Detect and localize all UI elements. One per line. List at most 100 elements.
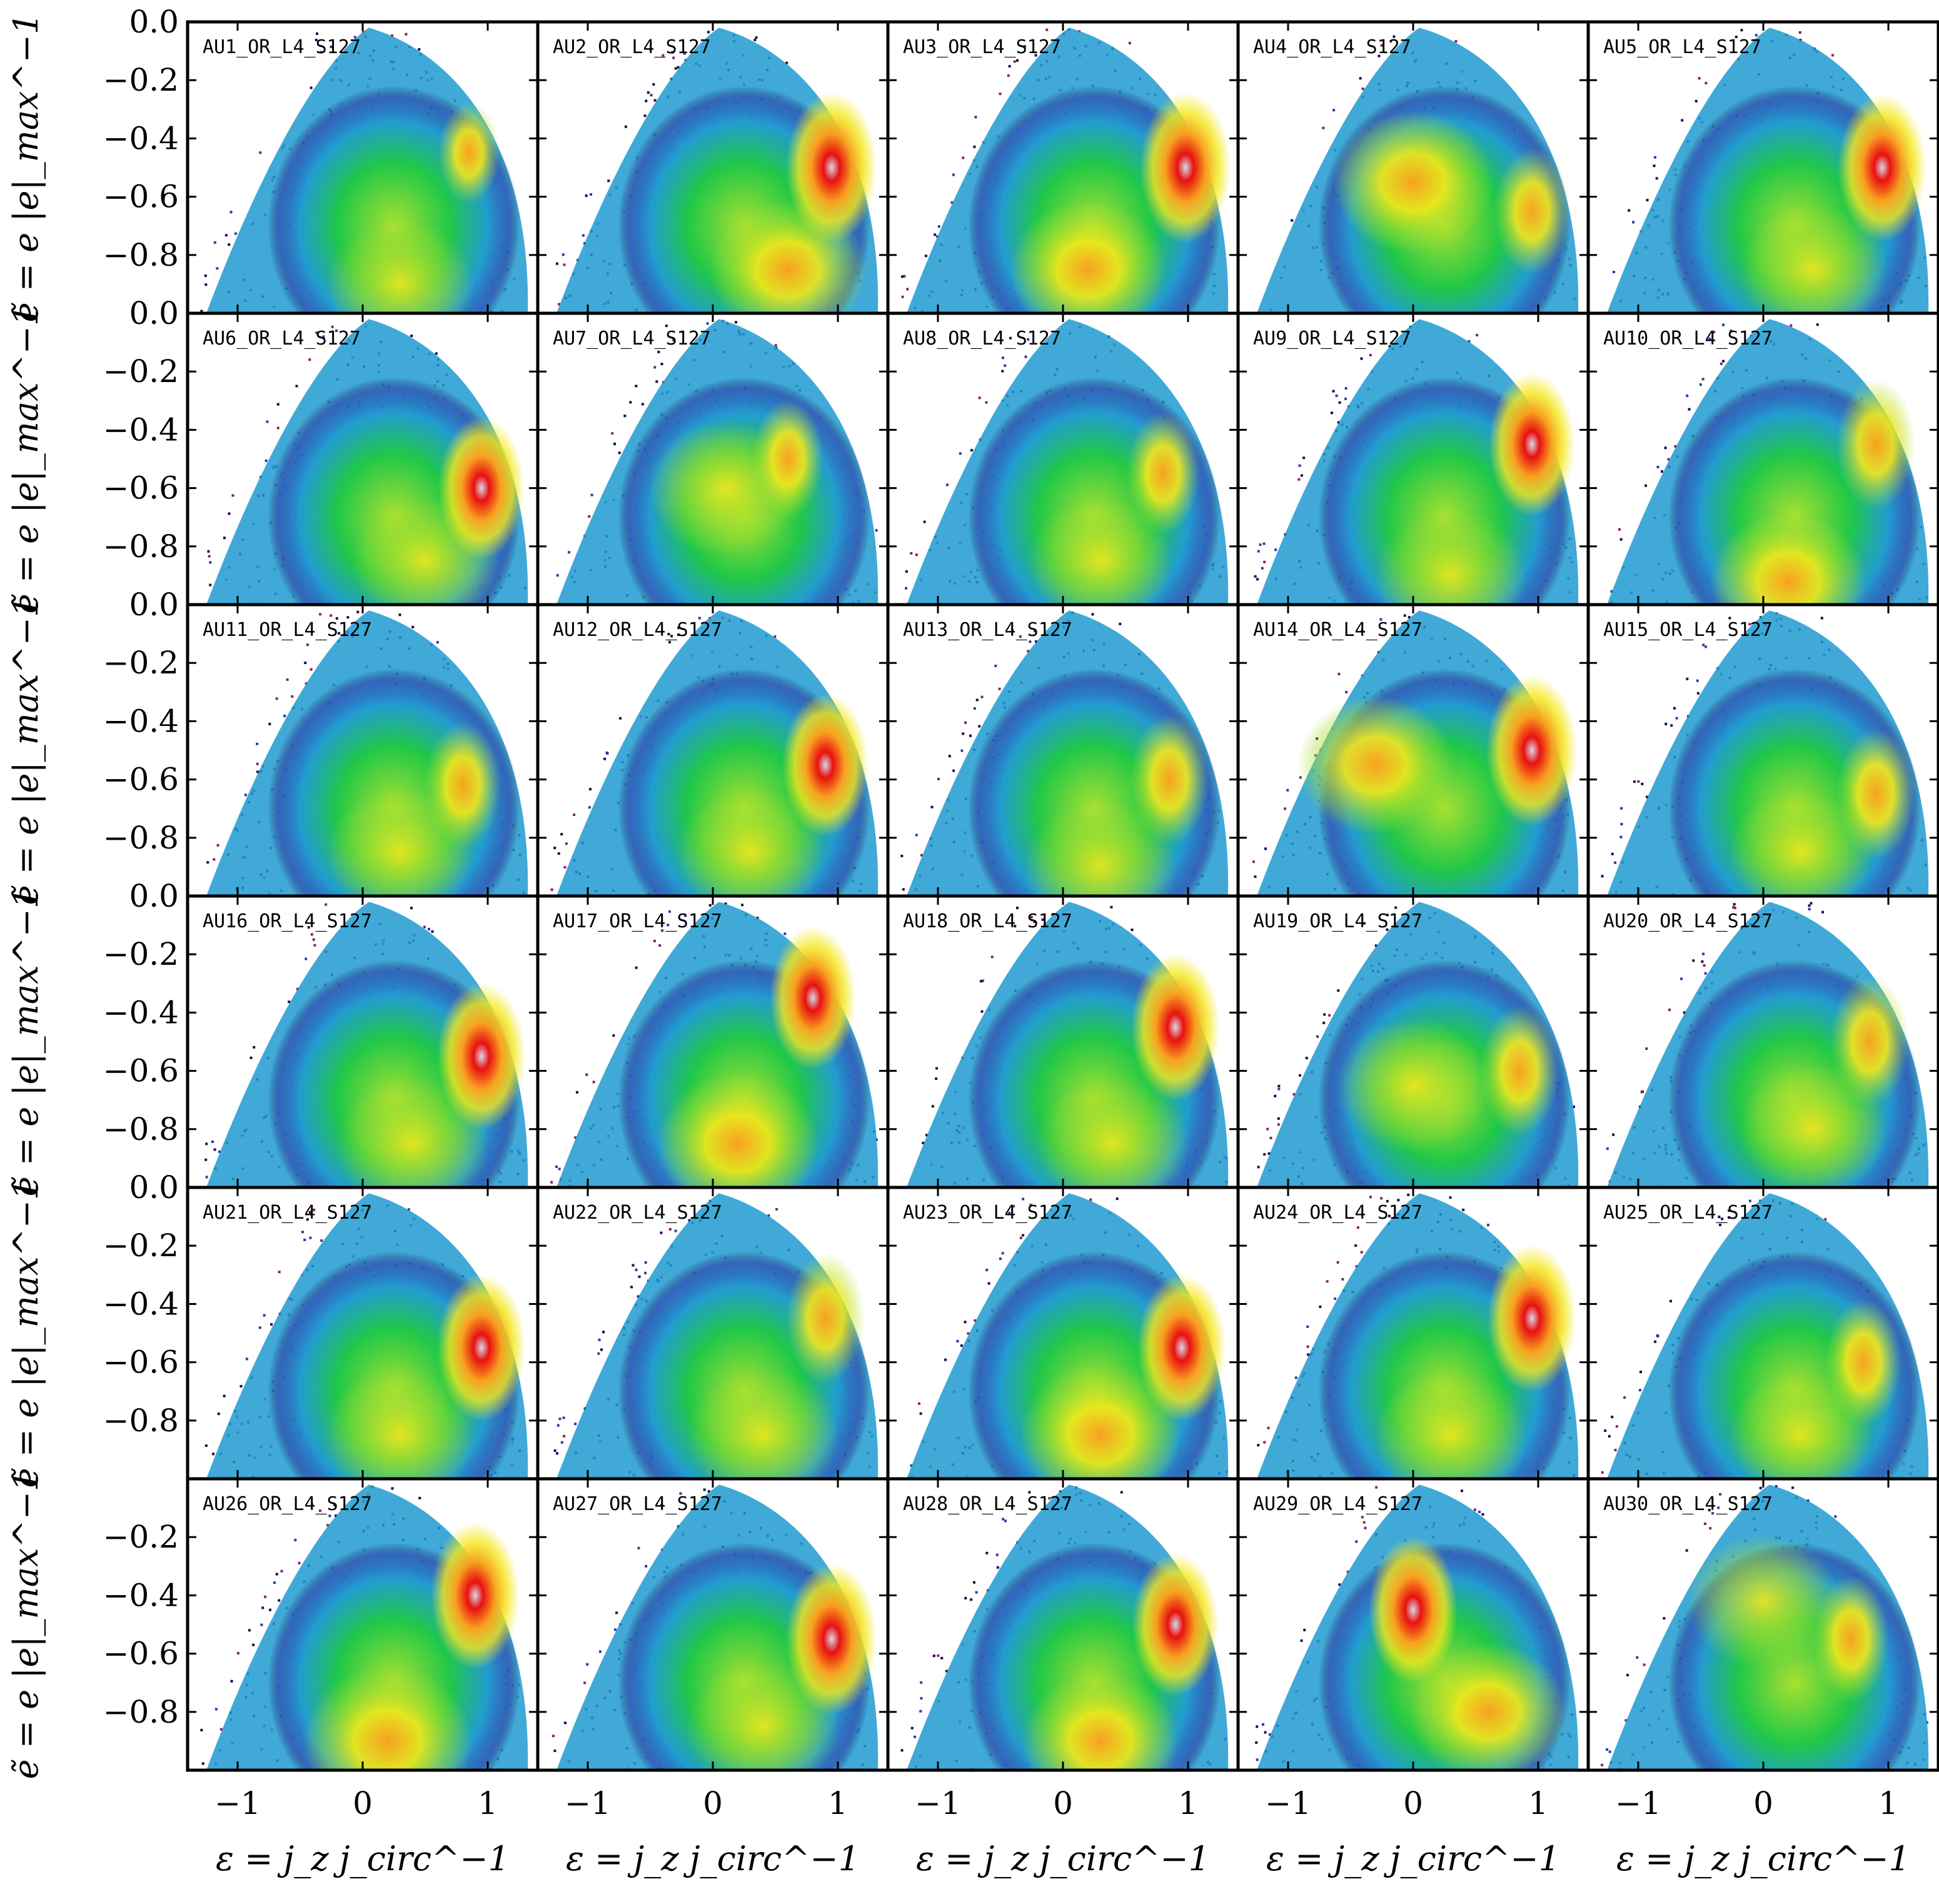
panel: AU21_OR_L4_S127 [186,1186,540,1481]
x-tick-label: 0 [1753,1785,1773,1821]
disk-peak [1369,1536,1458,1684]
density-map [1588,313,1938,605]
y-tick-label: −0.2 [103,936,179,972]
bulge-peak [1036,1076,1190,1187]
disk-peak [752,399,824,519]
disk-peak [1838,94,1926,241]
panel: AU23_OR_L4_S127 [886,1186,1240,1481]
density-map [1588,1187,1938,1479]
bulge-peak [657,1072,818,1187]
bulge-peak [676,787,825,896]
disk-peak [1137,1274,1226,1422]
disk-peak [437,982,526,1131]
disk-peak [786,1252,865,1384]
y-tick-label: −0.4 [103,411,179,448]
y-axis-title: ẽ = e |e|_max^−1 [6,13,46,323]
y-tick-label: −0.4 [103,703,179,739]
x-tick-label: −1 [214,1785,261,1821]
y-tick-label: −0.4 [103,120,179,156]
y-tick-label: −0.6 [103,762,179,798]
disk-peak [1130,713,1209,845]
bulge-peak [686,1368,840,1479]
disk-peak [1126,411,1201,535]
y-tick-label: −0.2 [103,62,179,98]
disk-peak [438,101,500,204]
panel: AU10_OR_L4_S127 [1586,311,1939,607]
panel: AU27_OR_L4_S127 [536,1477,890,1772]
density-map [1238,1187,1588,1479]
x-axis-labels: −1 0 1 ε = j_z j_circ^−1 −1 0 1 ε = j_z j_circ^… [214,1785,1910,1878]
disk-peak [1493,148,1571,275]
panel: AU14_OR_L4_S127 [1236,603,1590,898]
disk-peak [786,91,877,244]
density-map [888,896,1238,1187]
density-map [188,605,538,896]
density-map [888,605,1238,896]
disk-peak [1488,1244,1576,1393]
x-axis-title: ε = j_z j_circ^−1 [1616,1839,1910,1878]
x-tick-label: 0 [353,1785,373,1821]
bulge-peak [326,219,475,313]
x-tick-label: 0 [703,1785,723,1821]
x-axis-title: ε = j_z j_circ^−1 [1266,1839,1560,1878]
y-tick-label: −0.8 [103,1403,179,1439]
density-map [888,22,1238,313]
panel: AU8_OR_L4_S127 [886,311,1240,607]
y-tick-label: −0.6 [103,1636,179,1672]
panel: AU1_OR_L4_S127 [186,20,540,315]
panel-label: AU15_OR_L4_S127 [1603,619,1773,641]
panel-label: AU13_OR_L4_S127 [903,619,1072,641]
panel: AU11_OR_L4_S127 [186,603,540,898]
panel: AU20_OR_L4_S127 [1586,894,1939,1189]
y-tick-label: −0.4 [103,994,179,1030]
density-map [1238,313,1588,605]
panel-label: AU3_OR_L4_S127 [903,36,1061,58]
x-tick-label: 1 [1178,1785,1198,1821]
y-axis-title: ẽ = e |e|_max^−1 [6,596,46,905]
panel: AU9_OR_L4_S127 [1236,311,1590,607]
x-tick-label: −1 [915,1785,961,1821]
y-axis-title: ẽ = e |e|_max^−1 [6,887,46,1197]
density-map [538,1479,888,1770]
panel-label: AU28_OR_L4_S127 [903,1493,1072,1515]
y-tick-label: −0.2 [103,1519,179,1555]
panel-label: AU10_OR_L4_S127 [1603,328,1773,350]
x-tick-label: 1 [1878,1785,1898,1821]
bulge-peak [1024,799,1177,896]
disk-peak [1830,976,1909,1107]
bulge-peak [1020,1363,1181,1479]
panel: AU26_OR_L4_S127 [186,1477,540,1772]
density-map [188,1479,538,1770]
y-tick-label: −0.8 [103,528,179,565]
panel: AU28_OR_L4_S127 [886,1477,1240,1772]
x-axis-title: ε = j_z j_circ^−1 [916,1839,1210,1878]
disk-peak [786,1563,877,1715]
density-map [188,1187,538,1479]
panel-label: AU26_OR_L4_S127 [203,1493,372,1515]
x-tick-label: −1 [565,1785,611,1821]
density-map [1588,605,1938,896]
density-map [1588,22,1938,313]
panel-label: AU2_OR_L4_S127 [553,36,711,58]
disk-peak [1825,1299,1902,1426]
panel: AU25_OR_L4_S127 [1586,1186,1939,1481]
y-tick-label: −0.8 [103,820,179,856]
y-tick-label: 0.0 [129,1169,179,1206]
panel-label: AU11_OR_L4_S127 [203,619,372,641]
panel: AU17_OR_L4_S127 [536,894,890,1189]
panel-label: AU24_OR_L4_S127 [1253,1202,1423,1224]
panel: AU12_OR_L4_S127 [536,603,890,898]
bulge-peak [1409,1642,1567,1770]
density-map [1238,1479,1588,1770]
panel: AU15_OR_L4_S127 [1586,603,1939,898]
panel-label: AU20_OR_L4_S127 [1603,910,1773,932]
panel-label: AU23_OR_L4_S127 [903,1202,1072,1224]
y-tick-label: −0.6 [103,1053,179,1089]
x-tick-label: −1 [1615,1785,1661,1821]
bulge-peak [1332,111,1494,254]
bulge-peak [1336,1018,1490,1153]
density-map [188,313,538,605]
y-tick-label: 0.0 [129,4,179,40]
disk-peak [1836,378,1915,510]
y-tick-label: 0.0 [129,878,179,914]
